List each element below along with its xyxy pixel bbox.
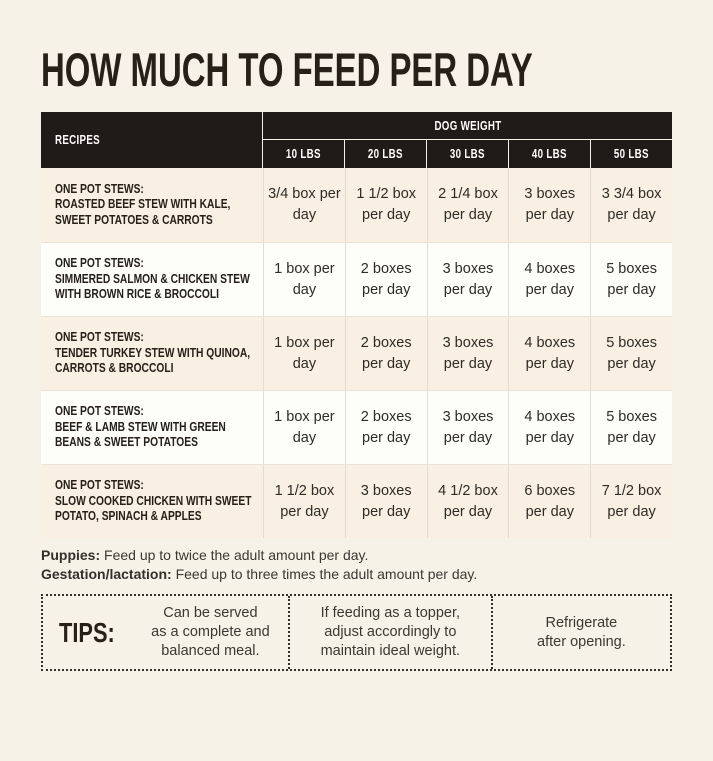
feeding-amount-cell: 7 1/2 box per day <box>590 465 672 538</box>
weight-column-header: 10 LBS <box>286 147 321 161</box>
recipe-line: ONE POT STEWS: <box>55 330 144 345</box>
recipe-line: SWEET POTATOES & CARROTS <box>55 212 213 227</box>
note-gestation: Gestation/lactation: Feed up to three ti… <box>41 565 672 584</box>
weight-column-header: 40 LBS <box>508 140 590 168</box>
tips-label-cell: TIPS: <box>43 596 133 669</box>
recipe-cell: ONE POT STEWS: TENDER TURKEY STEW WITH Q… <box>41 317 263 390</box>
recipe-line: TENDER TURKEY STEW WITH QUINOA, <box>55 345 251 360</box>
dog-weight-header-block: DOG WEIGHT 10 LBS 20 LBS 30 LBS 40 LBS 5… <box>263 112 672 168</box>
feeding-notes: Puppies: Feed up to twice the adult amou… <box>41 546 672 584</box>
weight-columns-row: 10 LBS 20 LBS 30 LBS 40 LBS 50 LBS <box>263 140 672 168</box>
feeding-amount-cell: 5 boxes per day <box>590 391 672 464</box>
weight-column-header: 20 LBS <box>344 140 426 168</box>
table-row: ONE POT STEWS: SIMMERED SALMON & CHICKEN… <box>41 242 672 316</box>
table-body: ONE POT STEWS: ROASTED BEEF STEW WITH KA… <box>41 168 672 538</box>
recipe-line: ONE POT STEWS: <box>55 478 144 493</box>
feeding-amount-cell: 4 boxes per day <box>508 391 590 464</box>
tips-label: TIPS: <box>59 616 115 648</box>
feeding-amount-cell: 2 boxes per day <box>344 243 427 316</box>
recipe-cell: ONE POT STEWS: SIMMERED SALMON & CHICKEN… <box>41 243 263 316</box>
feeding-amount-cell: 1 1/2 box per day <box>344 168 427 242</box>
page-title: HOW MUCH TO FEED PER DAY <box>41 43 533 96</box>
recipe-line: BEANS & SWEET POTATOES <box>55 435 198 450</box>
table-row: ONE POT STEWS: ROASTED BEEF STEW WITH KA… <box>41 168 672 242</box>
feeding-amount-cell: 3 3/4 box per day <box>590 168 672 242</box>
recipe-cell: ONE POT STEWS: SLOW COOKED CHICKEN WITH … <box>41 465 263 538</box>
recipe-line: CARROTS & BROCCOLI <box>55 361 174 376</box>
feeding-amount-cell: 3/4 box per day <box>263 168 345 242</box>
recipe-line: ONE POT STEWS: <box>55 256 144 271</box>
table-row: ONE POT STEWS: BEEF & LAMB STEW WITH GRE… <box>41 390 672 464</box>
recipe-line: SIMMERED SALMON & CHICKEN STEW <box>55 271 250 286</box>
recipe-cell: ONE POT STEWS: BEEF & LAMB STEW WITH GRE… <box>41 391 263 464</box>
feeding-amount-cell: 6 boxes per day <box>508 465 590 538</box>
recipe-line: BEEF & LAMB STEW WITH GREEN <box>55 419 226 434</box>
feeding-amount-cell: 5 boxes per day <box>590 317 672 390</box>
recipe-line: ONE POT STEWS: <box>55 404 144 419</box>
feeding-amount-cell: 4 1/2 box per day <box>426 465 509 538</box>
dog-weight-label: DOG WEIGHT <box>433 118 502 133</box>
recipe-line: ROASTED BEEF STEW WITH KALE, <box>55 197 231 212</box>
table-row: ONE POT STEWS: TENDER TURKEY STEW WITH Q… <box>41 316 672 390</box>
recipe-line: WITH BROWN RICE & BROCCOLI <box>55 287 219 302</box>
feeding-guide-page: HOW MUCH TO FEED PER DAY RECIPES DOG WEI… <box>0 43 713 671</box>
feeding-amount-cell: 3 boxes per day <box>426 243 509 316</box>
weight-column-header: 50 LBS <box>590 140 672 168</box>
feeding-amount-cell: 2 1/4 box per day <box>426 168 509 242</box>
weight-column-header: 30 LBS <box>426 140 508 168</box>
tips-box: TIPS: Can be served as a complete and ba… <box>41 594 672 671</box>
dog-weight-header: DOG WEIGHT <box>263 112 672 140</box>
note-label: Puppies: <box>41 547 101 563</box>
feeding-amount-cell: 1 box per day <box>263 243 345 316</box>
tip-item: Refrigerate after opening. <box>537 614 626 650</box>
note-text: Feed up to three times the adult amount … <box>171 566 478 582</box>
feeding-table: RECIPES DOG WEIGHT 10 LBS 20 LBS 30 LBS … <box>41 112 672 538</box>
feeding-amount-cell: 1 1/2 box per day <box>263 465 345 538</box>
recipes-column-header: RECIPES <box>41 112 263 168</box>
note-text: Feed up to twice the adult amount per da… <box>100 547 369 563</box>
recipe-cell: ONE POT STEWS: ROASTED BEEF STEW WITH KA… <box>41 168 263 242</box>
feeding-amount-cell: 1 box per day <box>263 391 345 464</box>
note-puppies: Puppies: Feed up to twice the adult amou… <box>41 546 672 565</box>
feeding-amount-cell: 4 boxes per day <box>508 317 590 390</box>
recipe-line: SLOW COOKED CHICKEN WITH SWEET <box>55 493 252 508</box>
tip-item: Can be served as a complete and balanced… <box>151 605 270 659</box>
feeding-amount-cell: 3 boxes per day <box>344 465 427 538</box>
feeding-amount-cell: 4 boxes per day <box>508 243 590 316</box>
table-row: ONE POT STEWS: SLOW COOKED CHICKEN WITH … <box>41 464 672 538</box>
recipes-header-label: RECIPES <box>55 133 100 147</box>
feeding-amount-cell: 1 box per day <box>263 317 345 390</box>
feeding-amount-cell: 2 boxes per day <box>344 391 427 464</box>
recipe-line: POTATO, SPINACH & APPLES <box>55 509 202 524</box>
note-label: Gestation/lactation: <box>41 566 172 582</box>
feeding-amount-cell: 3 boxes per day <box>426 317 509 390</box>
feeding-amount-cell: 3 boxes per day <box>508 168 590 242</box>
feeding-amount-cell: 2 boxes per day <box>344 317 427 390</box>
tip-item: If feeding as a topper, adjust according… <box>287 596 493 669</box>
recipe-line: ONE POT STEWS: <box>55 181 144 196</box>
table-header: RECIPES DOG WEIGHT 10 LBS 20 LBS 30 LBS … <box>41 112 672 168</box>
feeding-amount-cell: 5 boxes per day <box>590 243 672 316</box>
feeding-amount-cell: 3 boxes per day <box>426 391 509 464</box>
